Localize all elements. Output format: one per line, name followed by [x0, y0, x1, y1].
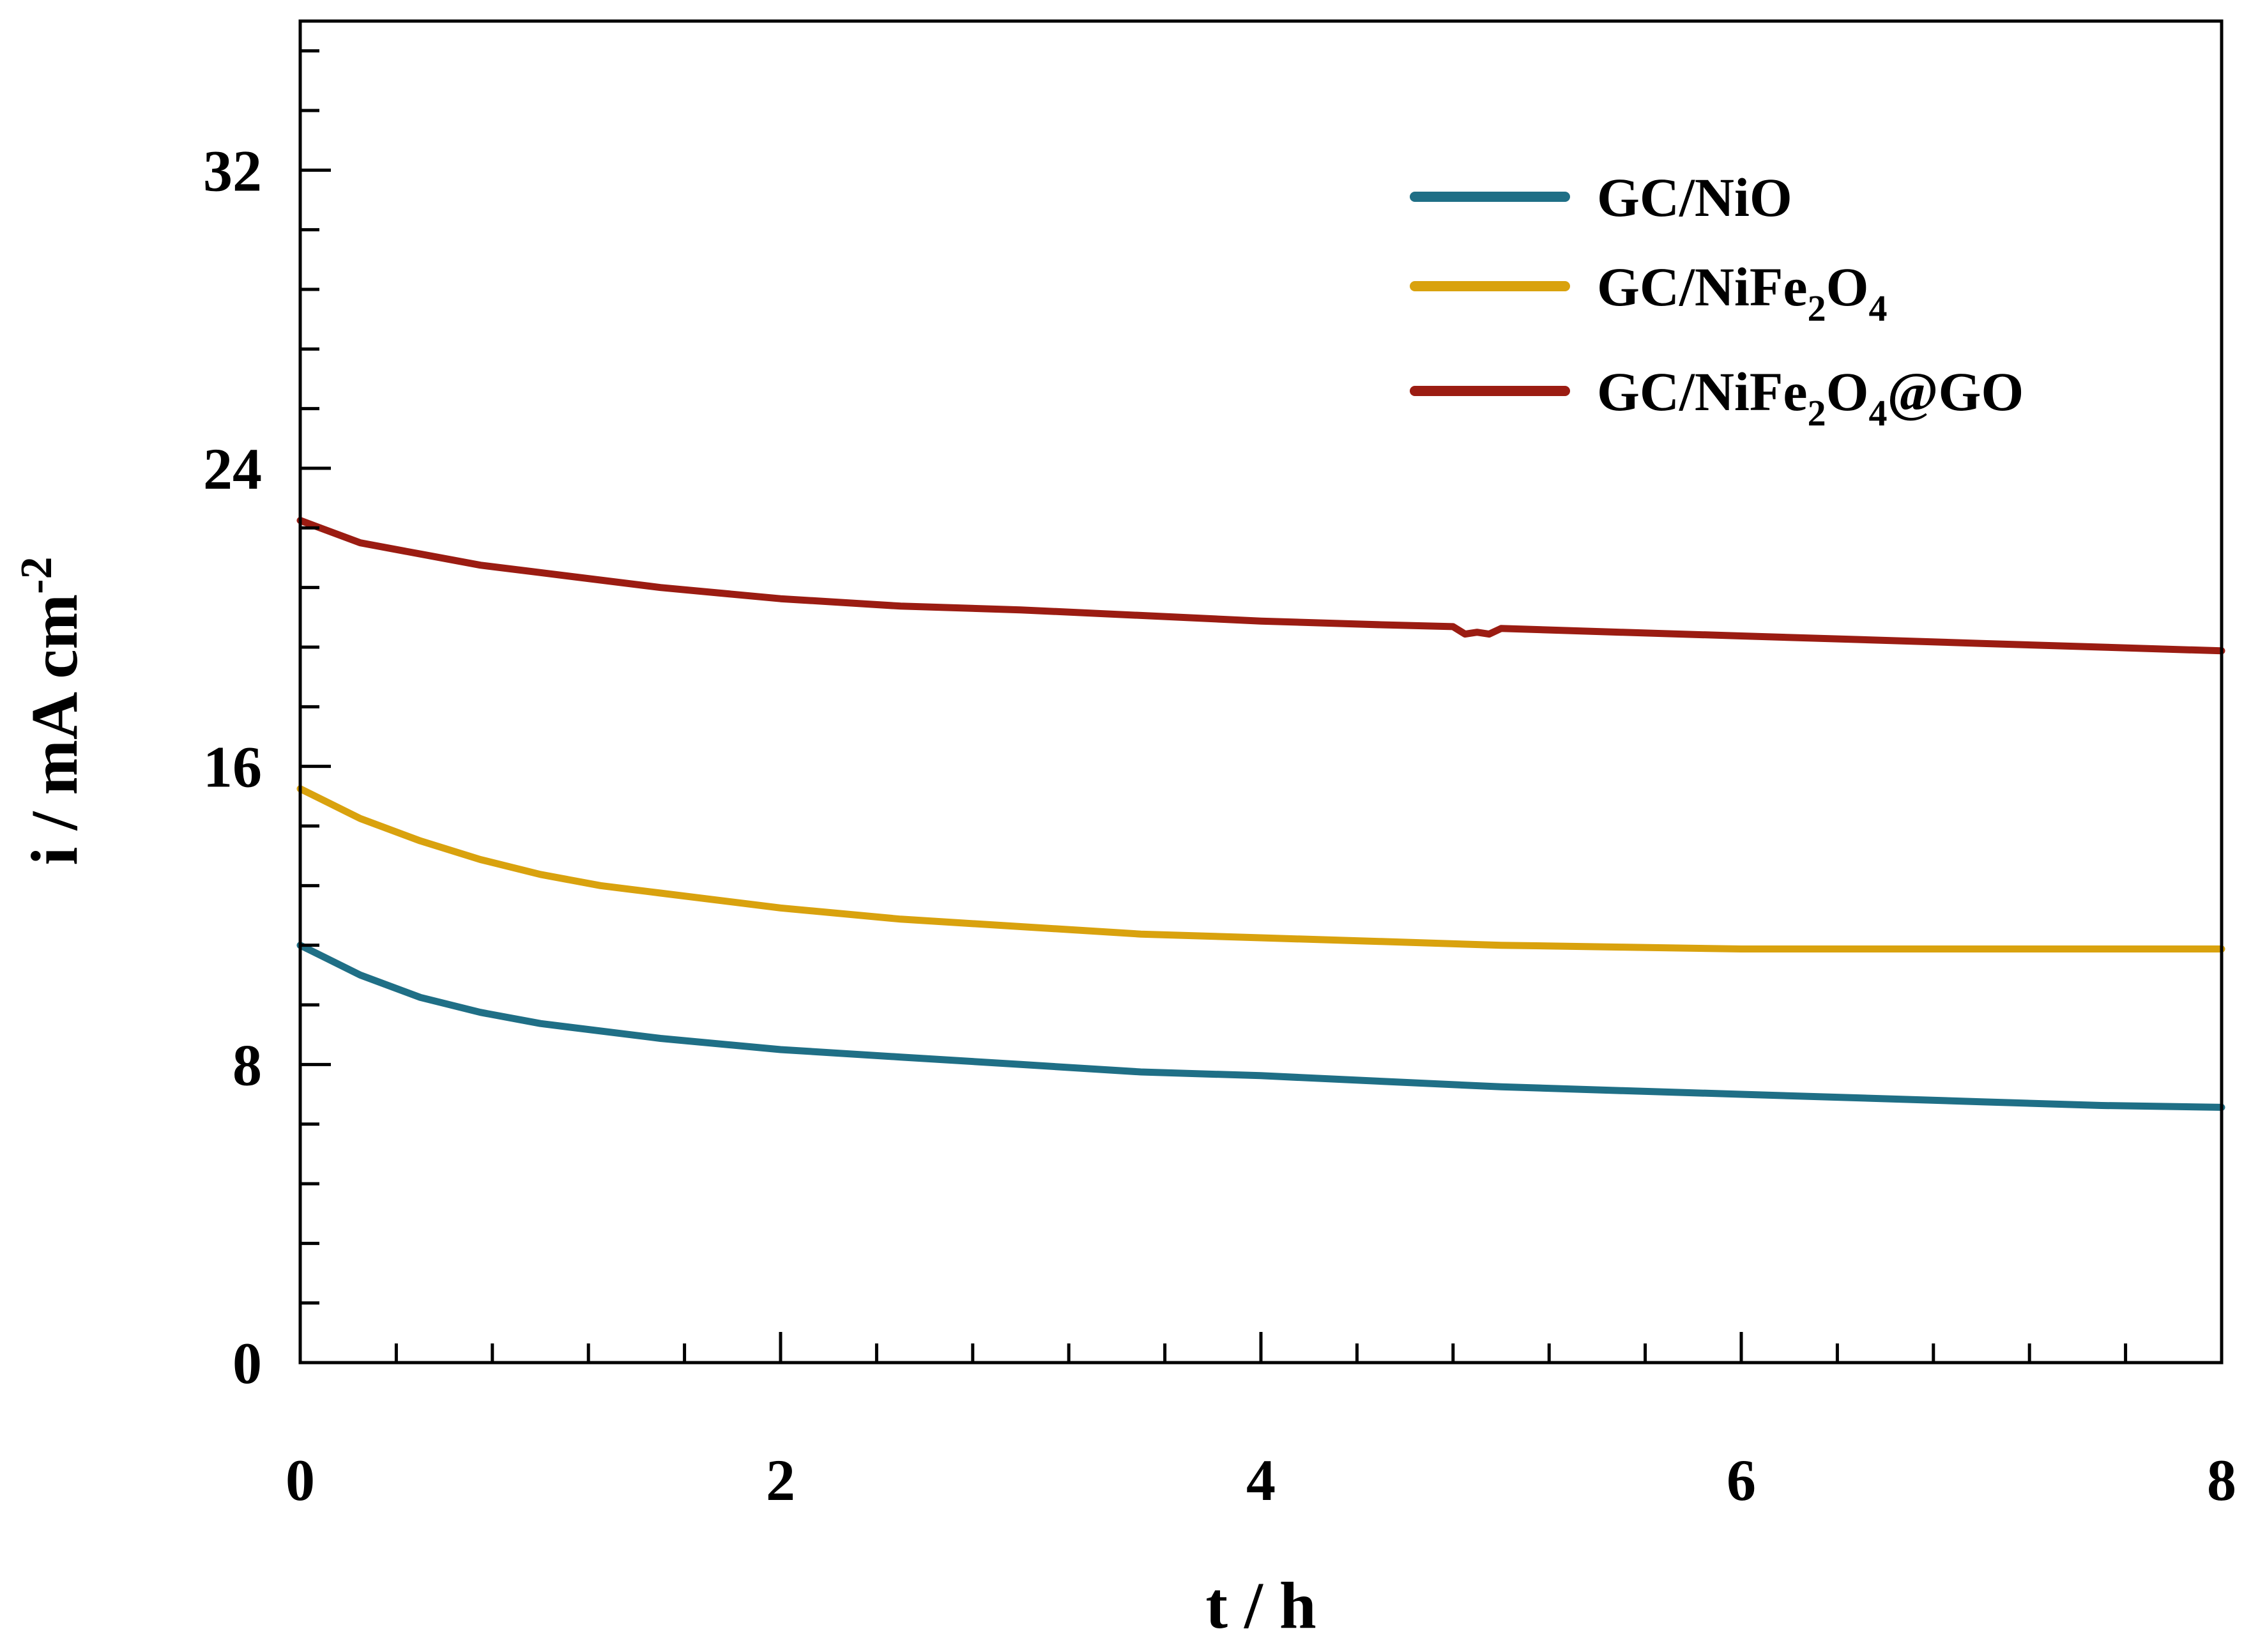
y-tick-label: 32 [203, 138, 262, 203]
y-axis-title-main: i / mA cm [18, 594, 91, 866]
y-tick-label: 8 [233, 1032, 262, 1098]
series-line-gc-nife2o4-go [296, 517, 2225, 655]
legend-label: GC/NiFe2O4@GO [1597, 361, 2024, 434]
legend-label-part: 2 [1808, 287, 1826, 329]
legend-label-part: GC/NiFe [1597, 256, 1808, 317]
y-axis: 0 8 16 24 32 [203, 49, 331, 1396]
y-axis-title: i / mA cm-2 [12, 557, 91, 866]
x-axis: 0 2 4 6 8 [286, 1332, 2236, 1513]
x-tick-label: 0 [286, 1448, 315, 1513]
legend-label-part: O [1826, 256, 1869, 317]
legend-label-part: GC/NiO [1597, 167, 1792, 228]
legend-label: GC/NiO [1597, 167, 1792, 228]
series-line-gc-nio [296, 942, 2225, 1111]
legend-label-part: 4 [1869, 392, 1888, 434]
x-tick-label: 4 [1246, 1448, 1276, 1513]
x-tick-label: 6 [1727, 1448, 1756, 1513]
legend-label-part: GC/NiFe [1597, 361, 1808, 422]
legend-label-part: @GO [1888, 361, 2024, 422]
legend-label-part: 2 [1808, 392, 1826, 434]
plot-frame [298, 19, 2224, 1365]
legend-label: GC/NiFe2O4 [1597, 256, 1888, 329]
legend-label-part: 4 [1869, 287, 1888, 329]
y-tick-label: 16 [203, 735, 262, 800]
x-tick-label: 2 [766, 1448, 795, 1513]
series-line-gc-nife2o4 [296, 785, 2225, 952]
y-tick-label: 24 [203, 436, 262, 501]
x-tick-label: 8 [2207, 1448, 2236, 1513]
y-tick-label: 0 [233, 1331, 262, 1396]
legend-label-part: O [1826, 361, 1869, 422]
plot-area [296, 517, 2225, 1111]
x-axis-title: t / h [1205, 1569, 1316, 1642]
y-axis-title-superscript: -2 [12, 557, 61, 594]
